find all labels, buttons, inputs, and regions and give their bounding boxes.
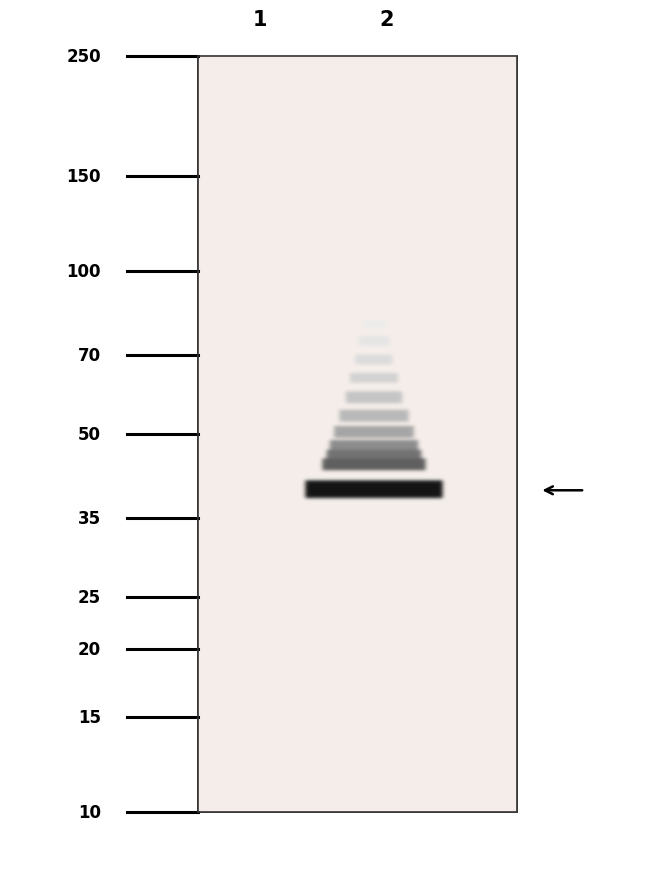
Text: 1: 1	[253, 10, 267, 30]
Text: 35: 35	[77, 509, 101, 527]
Text: 250: 250	[66, 48, 101, 65]
Text: 2: 2	[380, 10, 394, 30]
Text: 100: 100	[66, 262, 101, 281]
Text: 150: 150	[66, 168, 101, 185]
Bar	[198, 56, 517, 813]
Text: 15: 15	[78, 708, 101, 726]
Text: 25: 25	[77, 588, 101, 607]
Text: 50: 50	[78, 426, 101, 443]
Text: 70: 70	[77, 347, 101, 364]
Text: 10: 10	[78, 804, 101, 821]
Bar	[198, 56, 517, 813]
Text: 20: 20	[77, 640, 101, 659]
